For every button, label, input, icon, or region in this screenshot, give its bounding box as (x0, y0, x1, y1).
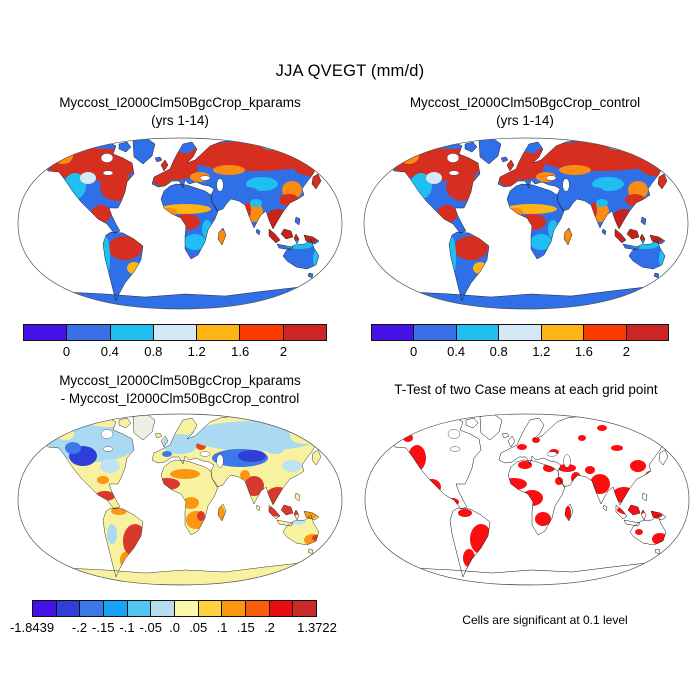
colorbar-segment (197, 325, 241, 340)
panel-control-title: Myccost_I2000Clm50BgcCrop_control (yrs 1… (362, 94, 688, 130)
colorbar-segment (293, 601, 317, 616)
colorbar-tick-label: 2 (279, 344, 288, 359)
colorbar-segments (32, 600, 317, 617)
colorbar-segment (56, 601, 81, 616)
map-difference (15, 408, 345, 591)
colorbar-labels: 0 0.4 0.8 1.2 1.6 2 (23, 344, 327, 360)
world-map-kparams (15, 132, 345, 315)
panel-kparams-title: Myccost_I2000Clm50BgcCrop_kparams (yrs 1… (13, 94, 347, 130)
colorbar-segment (269, 601, 294, 616)
colorbar-segment (222, 601, 247, 616)
colorbar-segments (371, 324, 669, 341)
colorbar-segment (414, 325, 457, 340)
colorbar-tick-label: 1.6 (231, 344, 250, 359)
colorbar-segment (80, 601, 105, 616)
colorbar-segment (153, 325, 198, 340)
map-control (361, 132, 691, 315)
colorbar-segment (104, 601, 128, 616)
colorbar-labels: -1.8439 -.2 -.15 -.1 -.05 .0 .05 .1 .15 .2 1.3722 (10, 620, 337, 636)
panel-difference-title-line2: - Myccost_I2000Clm50BgcCrop_control (60, 391, 300, 406)
colorbar-tick-label: .05 (189, 620, 208, 635)
panel-ttest-title: T-Test of two Case means at each grid po… (394, 382, 658, 397)
colorbar-tick-label: .0 (169, 620, 180, 635)
world-map-difference (15, 408, 345, 591)
colorbar-segment (626, 325, 668, 340)
colorbar-segment (127, 601, 152, 616)
colorbar-segment (240, 325, 284, 340)
colorbar-tick-label: .1 (216, 620, 228, 635)
colorbar-tick-label: -.1 (119, 620, 135, 635)
colorbar-tick-label: .2 (264, 620, 275, 635)
colorbar-segment (198, 601, 223, 616)
colorbar-tick-label: 0.8 (489, 344, 508, 359)
colorbar-segment (151, 601, 176, 616)
colorbar-tick-label: -.15 (92, 620, 115, 635)
colorbar-tick-label: 0.8 (144, 344, 163, 359)
colorbar-tick-label: 0 (409, 344, 418, 359)
colorbar-tick-label: 1.2 (187, 344, 206, 359)
colorbar-tick-label: 0.4 (447, 344, 466, 359)
colorbar-segment (584, 325, 627, 340)
colorbar-tick-label: -.2 (71, 620, 88, 635)
colorbar-segment (283, 325, 326, 340)
colorbar-segment (456, 325, 500, 340)
colorbar-segment (372, 325, 415, 340)
colorbar-segment (110, 325, 154, 340)
colorbar-tick-label: -.05 (139, 620, 162, 635)
world-map-control (361, 132, 691, 315)
panel-kparams-title-line2: (yrs 1-14) (151, 113, 209, 128)
colorbar-labels: 0 0.4 0.8 1.2 1.6 2 (371, 344, 669, 360)
colorbar-tick-label: 0 (62, 344, 71, 359)
ttest-caption: Cells are significant at 0.1 level (462, 613, 628, 627)
colorbar-tick-label: 1.3722 (297, 620, 337, 635)
panel-control-title-line1: Myccost_I2000Clm50BgcCrop_control (409, 95, 641, 110)
colorbar-tick-label: 0.4 (100, 344, 119, 359)
colorbar-tick-label: 1.2 (532, 344, 551, 359)
panel-difference-title-line1: Myccost_I2000Clm50BgcCrop_kparams (59, 373, 301, 388)
world-map-ttest (362, 408, 692, 591)
colorbar-tick-label: 2 (622, 344, 631, 359)
map-ttest (362, 408, 692, 591)
panel-kparams-title-line1: Myccost_I2000Clm50BgcCrop_kparams (59, 95, 301, 110)
panel-control-title-line2: (yrs 1-14) (496, 113, 554, 128)
colorbar-tick-label: -1.8439 (9, 620, 55, 635)
colorbar-difference: -1.8439 -.2 -.15 -.1 -.05 .0 .05 .1 .15 .2 1.3722 (10, 600, 337, 636)
colorbar-kparams: 0 0.4 0.8 1.2 1.6 2 (23, 324, 327, 360)
colorbar-tick-label: .15 (236, 620, 255, 635)
colorbar-segment (33, 601, 57, 616)
colorbar-segment (541, 325, 585, 340)
colorbar-segment (175, 601, 199, 616)
figure-title: JJA QVEGT (mm/d) (275, 62, 425, 80)
colorbar-segment (67, 325, 111, 340)
colorbar-control: 0 0.4 0.8 1.2 1.6 2 (371, 324, 669, 360)
panel-difference-title: Myccost_I2000Clm50BgcCrop_kparams - Mycc… (13, 372, 347, 408)
colorbar-segments (23, 324, 327, 341)
colorbar-tick-label: 1.6 (574, 344, 593, 359)
colorbar-segment (24, 325, 68, 340)
map-kparams (15, 132, 345, 315)
colorbar-segment (499, 325, 542, 340)
colorbar-segment (246, 601, 270, 616)
